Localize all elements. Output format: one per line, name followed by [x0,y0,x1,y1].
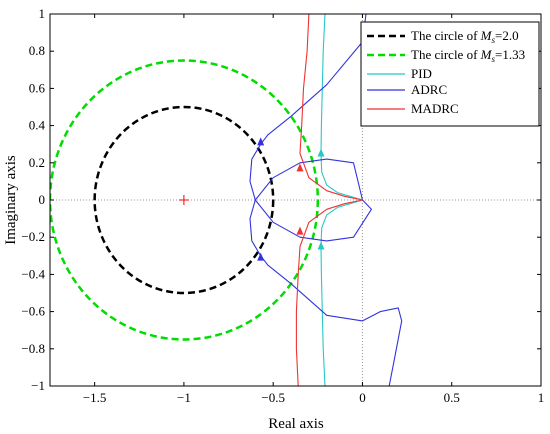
x-tick-label: 0 [359,390,366,405]
sensitivity-circles [50,59,320,341]
y-tick-label: 0.4 [29,118,46,133]
series-pid-arrow [317,148,325,157]
series-pid-arrow [317,241,325,250]
y-tick-label: −0.2 [21,229,45,244]
x-tick-label: −1.5 [83,390,107,405]
x-tick-label: 1 [538,390,545,405]
y-tick-label: −0.8 [21,341,45,356]
y-tick-label: 0.6 [29,80,46,95]
series-adrc-arrow [257,137,265,146]
legend: The circle of Ms=2.0 The circle of Ms=1.3… [360,21,540,127]
y-tick-label: 0.2 [29,155,45,170]
series-madrc-arrow [296,226,304,235]
series-madrc-line [295,14,364,386]
circle-ms-0 [93,105,275,295]
x-tick-label: −1 [177,390,191,405]
y-tick-label: 1 [39,6,46,21]
y-tick-label: −0.6 [21,304,45,319]
legend-label-circle-0: The circle of Ms=2.0 [411,28,519,45]
circle-ms-1 [50,59,320,341]
nyquist-curves [249,14,403,386]
legend-label-adrc: ADRC [411,82,447,97]
legend-label-madrc: MADRC [411,101,459,116]
series-adrc-arrow [257,252,265,261]
axis-ticks: −1.5 −1 −0.5 0 0.5 1 −1 −0.8 −0.6 −0.4 −0.2 0 0.2 0.4… [21,6,544,405]
y-tick-label: 0.8 [29,43,45,58]
x-axis-title: Real axis [268,416,324,432]
y-tick-label: −1 [31,378,45,393]
legend-label-pid: PID [411,66,432,81]
series-adrc-line [249,14,403,386]
y-axis-title: Imaginary axis [3,155,19,245]
x-tick-label: 0.5 [444,390,460,405]
legend-label-circle-1: The circle of Ms=1.33 [411,47,525,64]
y-tick-label: 0 [39,192,46,207]
y-tick-label: −0.4 [21,266,45,281]
series-madrc-arrow [296,163,304,172]
x-tick-label: −0.5 [261,390,285,405]
critical-point-marker [178,195,189,205]
